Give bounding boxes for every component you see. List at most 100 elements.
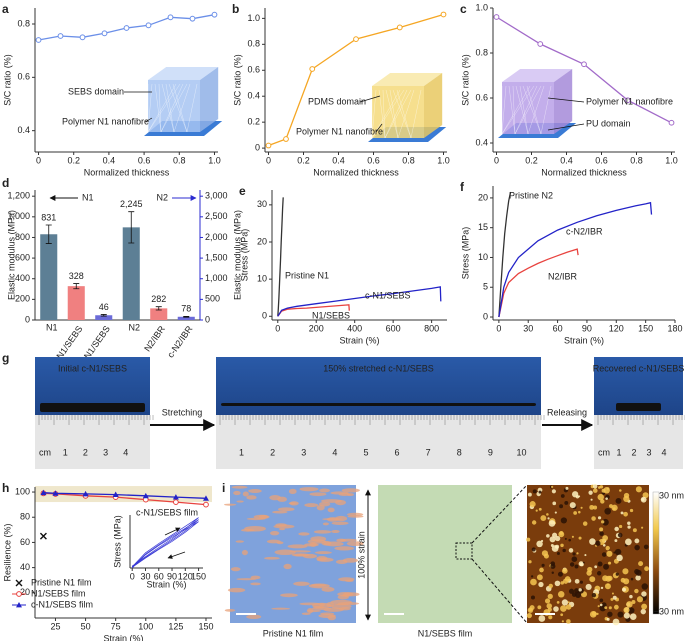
texture: [599, 603, 603, 607]
colorbar: [652, 491, 660, 615]
texture: [319, 488, 331, 493]
texture: [634, 538, 640, 544]
y-tick-label: 800: [15, 232, 30, 242]
texture: [311, 607, 332, 610]
annotation-leader: [547, 97, 585, 103]
texture: [612, 507, 616, 511]
y2-tick-label: 1,000: [205, 273, 228, 283]
texture: [551, 485, 554, 488]
texture: [582, 521, 588, 526]
texture: [623, 606, 630, 614]
x-tick-label: 90: [582, 323, 592, 333]
texture: [536, 574, 543, 581]
point: [624, 97, 631, 104]
x-tick-label: N2/IBR: [142, 324, 167, 354]
x-axis-label: Normalized thickness: [313, 167, 399, 177]
texture: [277, 507, 295, 512]
x-tick-label: 0: [494, 155, 499, 165]
x-axis-label: Strain (%): [564, 335, 604, 345]
legend-label: Pristine N1 film: [31, 577, 92, 587]
texture: [564, 500, 569, 505]
ruler-number: 3: [103, 447, 108, 457]
texture: [574, 564, 579, 569]
texture: [331, 529, 340, 534]
texture: [550, 563, 556, 569]
x-tick-label: 0.4: [103, 155, 116, 165]
point: [82, 490, 89, 497]
y-axis-label: Elastic modulus (MPa): [6, 210, 16, 300]
point: [172, 494, 179, 500]
point: [493, 14, 500, 20]
cube-fibre: [384, 89, 412, 139]
annotation-leader: [375, 123, 383, 133]
texture: [592, 488, 598, 493]
texture: [530, 575, 534, 578]
cube-fibre: [396, 89, 412, 139]
cube-side: [424, 73, 443, 138]
texture: [568, 538, 571, 542]
x-tick-label: 0: [275, 323, 280, 333]
texture: [571, 535, 574, 538]
texture: [625, 538, 632, 546]
cube-front: [502, 82, 554, 134]
texture: [610, 597, 614, 601]
texture: [309, 492, 327, 497]
texture: [559, 504, 564, 509]
texture: [532, 489, 537, 494]
series-label: N1/SEBS: [312, 310, 350, 320]
ruler-number: 1: [63, 447, 68, 457]
texture: [263, 556, 280, 560]
texture: [236, 578, 257, 581]
point: [123, 25, 130, 31]
texture: [578, 495, 581, 498]
texture: [528, 560, 532, 564]
x-tick-label: 0.8: [630, 155, 643, 165]
x-tick-label: 0: [36, 155, 41, 165]
ruler-number: 5: [363, 447, 368, 457]
texture: [272, 510, 288, 514]
texture: [248, 488, 262, 493]
data-line: [498, 248, 579, 318]
texture: [291, 553, 310, 557]
y-tick-label: 40: [20, 562, 30, 572]
texture: [606, 617, 610, 621]
texture: [531, 520, 537, 525]
error-bar: [100, 314, 107, 317]
texture: [240, 528, 255, 532]
x-tick-label: 150: [638, 323, 653, 333]
y-tick-label: 0: [262, 311, 267, 321]
texture: [638, 561, 644, 567]
texture: [573, 511, 578, 515]
texture: [597, 605, 600, 608]
texture: [241, 549, 248, 556]
image-caption: Pristine N1 film: [263, 628, 324, 638]
y2-tick-label: 1,500: [205, 252, 228, 262]
texture: [635, 575, 641, 581]
inset-title: c-N1/SEBS film: [136, 507, 198, 517]
bar: [122, 227, 140, 320]
data-line: [131, 519, 199, 568]
y-tick-label: 0.6: [475, 92, 488, 102]
point: [353, 36, 359, 43]
cube-fibre: [160, 83, 184, 133]
texture: [614, 526, 619, 532]
cube-side: [554, 69, 573, 134]
y-axis-label: Stress (MPa): [112, 515, 122, 568]
texture: [330, 491, 349, 495]
data-line: [268, 13, 444, 147]
cube-fibre: [160, 83, 188, 133]
error-bar: [155, 306, 162, 311]
texture: [321, 499, 342, 503]
x-tick-label: 0: [496, 323, 501, 333]
texture: [571, 556, 578, 562]
x-tick-label: 60: [154, 571, 164, 581]
texture: [603, 563, 609, 570]
texture: [334, 546, 355, 551]
texture: [541, 550, 548, 557]
y-tick-label: 60: [20, 537, 30, 547]
texture: [602, 575, 609, 582]
texture: [546, 603, 552, 609]
cube-fibre: [186, 83, 198, 133]
texture: [224, 609, 236, 612]
ruler-number: 4: [661, 447, 666, 457]
